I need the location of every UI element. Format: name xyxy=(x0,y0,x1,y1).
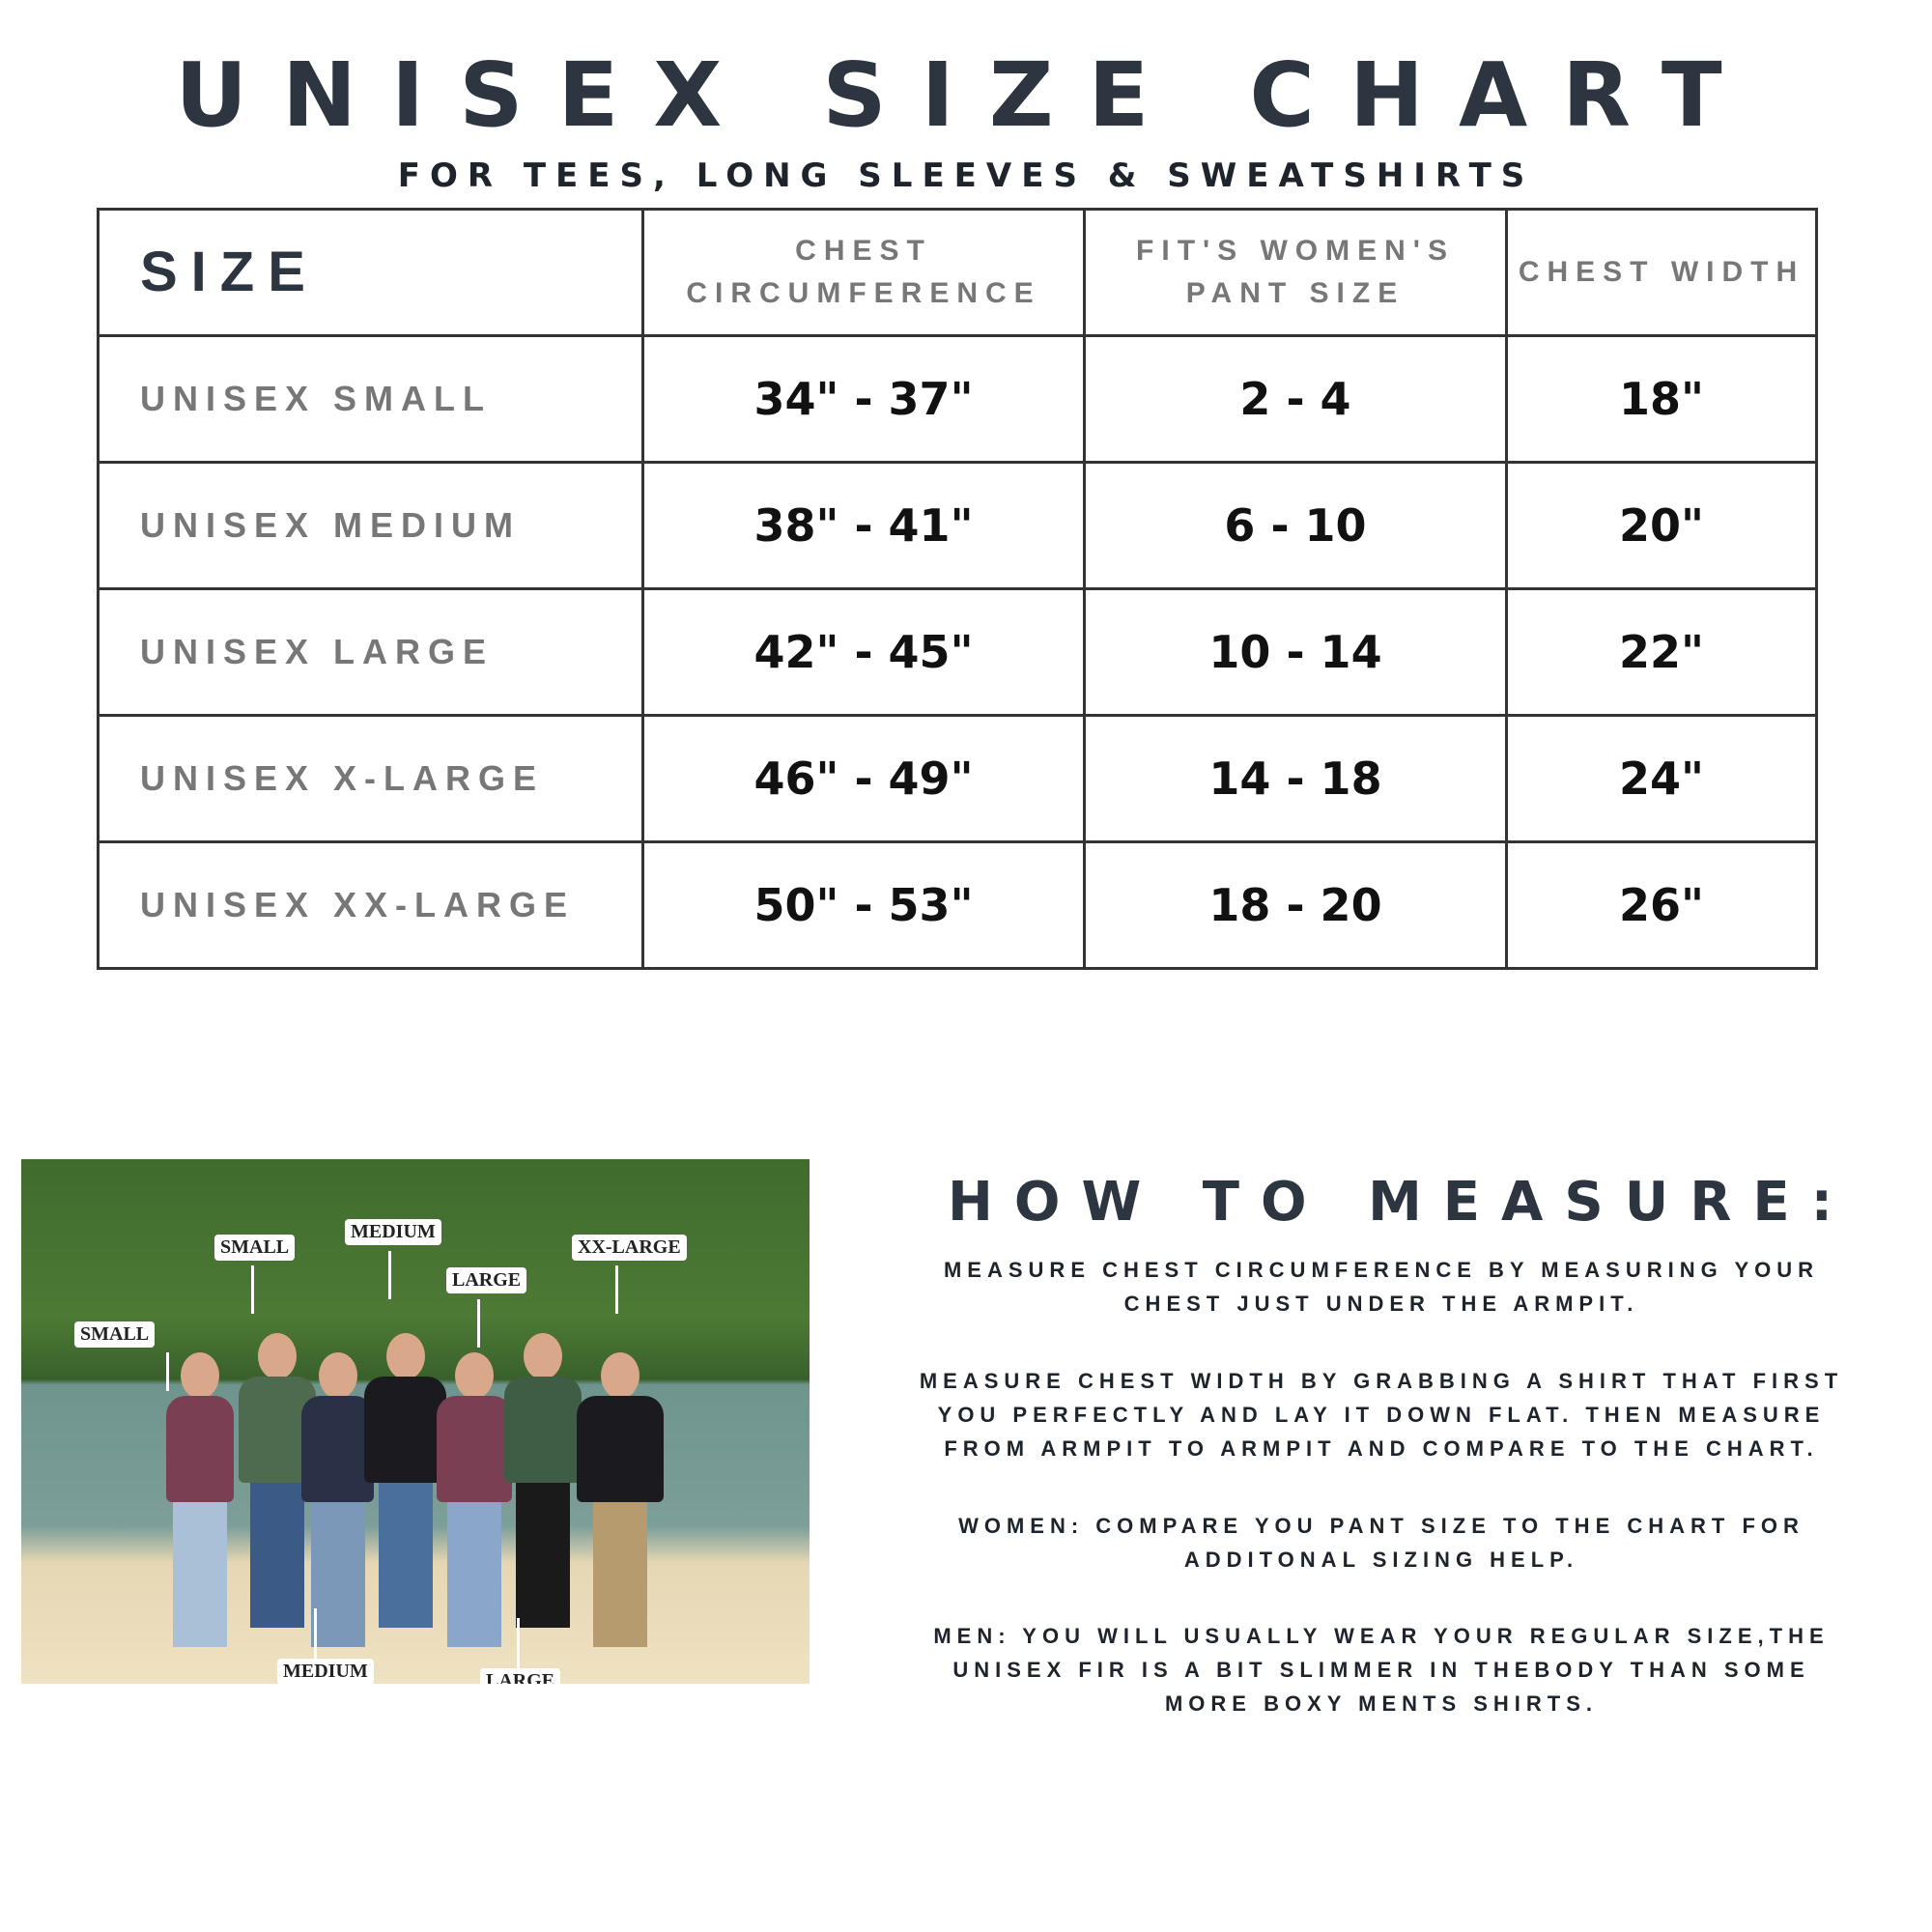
table-row: UNISEX X-LARGE 46" - 49" 14 - 18 24" xyxy=(97,714,1818,843)
pant-size: 18 - 20 xyxy=(1083,840,1508,970)
table-row: UNISEX XX-LARGE 50" - 53" 18 - 20 26" xyxy=(97,840,1818,970)
table-row: UNISEX SMALL 34" - 37" 2 - 4 18" xyxy=(97,334,1818,464)
size-label-tag: SMALL xyxy=(74,1321,156,1348)
size-label-tag: SMALL xyxy=(214,1235,296,1261)
chest-width: 18" xyxy=(1505,334,1818,464)
group-photo: SMALL SMALL MEDIUM LARGE XX-LARGE MEDIUM LARGE xyxy=(21,1159,810,1684)
arrow-icon xyxy=(314,1608,317,1662)
person-shirt xyxy=(504,1377,582,1483)
person-shirt xyxy=(166,1396,234,1502)
instruction-line: MEASURE CHEST WIDTH BY GRABBING A SHIRT … xyxy=(919,1369,1844,1393)
chest-circumference: 46" - 49" xyxy=(641,714,1086,843)
pant-size: 10 - 14 xyxy=(1083,587,1508,717)
instruction-line: YOU PERFECTLY AND LAY IT DOWN FLAT. THEN… xyxy=(937,1403,1826,1427)
person-head xyxy=(258,1333,297,1379)
person-pants xyxy=(378,1483,433,1628)
person-head xyxy=(601,1352,639,1399)
table-row: UNISEX MEDIUM 38" - 41" 6 - 10 20" xyxy=(97,461,1818,590)
person-pants xyxy=(250,1483,304,1628)
chest-circumference: 42" - 45" xyxy=(641,587,1086,717)
chest-circumference: 50" - 53" xyxy=(641,840,1086,970)
person-shirt xyxy=(301,1396,374,1502)
instruction-line: WOMEN: COMPARE YOU PANT SIZE TO THE CHAR… xyxy=(958,1514,1804,1538)
chest-width: 20" xyxy=(1505,461,1818,590)
size-label-tag: MEDIUM xyxy=(345,1219,441,1245)
person-pants xyxy=(593,1502,647,1647)
table-header-row: SIZE CHEST CIRCUMFERENCE FIT'S WOMEN'S P… xyxy=(97,208,1818,337)
size-label-tag: XX-LARGE xyxy=(572,1235,687,1261)
instruction-line: CHEST JUST UNDER THE ARMPIT. xyxy=(1123,1292,1639,1316)
instruction-line: ADDITONAL SIZING HELP. xyxy=(1183,1548,1579,1572)
person-pants xyxy=(173,1502,227,1647)
header-size: SIZE xyxy=(97,208,644,337)
person-head xyxy=(385,1333,425,1379)
header-chest-circumference: CHEST CIRCUMFERENCE xyxy=(641,208,1086,337)
person-shirt xyxy=(577,1396,664,1502)
person-head xyxy=(318,1352,357,1399)
instruction-line: MEASURE CHEST CIRCUMFERENCE BY MEASURING… xyxy=(943,1258,1820,1282)
table-row: UNISEX LARGE 42" - 45" 10 - 14 22" xyxy=(97,587,1818,717)
page-subtitle: FOR TEES, LONG SLEEVES & SWEATSHIRTS xyxy=(397,156,1535,195)
person-shirt xyxy=(364,1377,446,1483)
size-table: SIZE CHEST CIRCUMFERENCE FIT'S WOMEN'S P… xyxy=(97,208,1818,970)
chest-circumference: 34" - 37" xyxy=(641,334,1086,464)
size-label-tag: MEDIUM xyxy=(277,1659,374,1684)
arrow-icon xyxy=(477,1299,480,1348)
arrow-icon xyxy=(517,1618,520,1671)
chest-width: 22" xyxy=(1505,587,1818,717)
size-label-tag: LARGE xyxy=(480,1668,561,1684)
instruction-line: FROM ARMPIT TO ARMPIT AND COMPARE TO THE… xyxy=(944,1436,1819,1461)
size-name: UNISEX LARGE xyxy=(97,587,644,717)
pant-size: 14 - 18 xyxy=(1083,714,1508,843)
pant-size: 2 - 4 xyxy=(1083,334,1508,464)
person-pants xyxy=(310,1502,365,1647)
pant-size: 6 - 10 xyxy=(1083,461,1508,590)
person-head xyxy=(455,1352,494,1399)
page-title: UNISEX SIZE CHART xyxy=(175,43,1757,147)
arrow-icon xyxy=(166,1352,169,1391)
arrow-icon xyxy=(388,1251,391,1299)
person-pants xyxy=(447,1502,501,1647)
header-chest-width: CHEST WIDTH xyxy=(1505,208,1818,337)
arrow-icon xyxy=(615,1265,618,1314)
chest-circumference: 38" - 41" xyxy=(641,461,1086,590)
header-pant-size: FIT'S WOMEN'S PANT SIZE xyxy=(1083,208,1508,337)
instruction-line: MORE BOXY MENTS SHIRTS. xyxy=(1164,1691,1599,1716)
person-head xyxy=(181,1352,219,1399)
person-shirt xyxy=(437,1396,512,1502)
size-label-tag: LARGE xyxy=(446,1267,527,1293)
person-pants xyxy=(516,1483,570,1628)
size-name: UNISEX SMALL xyxy=(97,334,644,464)
chest-width: 26" xyxy=(1505,840,1818,970)
chest-width: 24" xyxy=(1505,714,1818,843)
size-name: UNISEX X-LARGE xyxy=(97,714,644,843)
size-name: UNISEX XX-LARGE xyxy=(97,840,644,970)
person-head xyxy=(524,1333,562,1379)
instruction-line: MEN: YOU WILL USUALLY WEAR YOUR REGULAR … xyxy=(933,1624,1830,1648)
size-name: UNISEX MEDIUM xyxy=(97,461,644,590)
instruction-line: UNISEX FIR IS A BIT SLIMMER IN THEBODY T… xyxy=(952,1658,1810,1682)
how-to-measure-heading: HOW TO MEASURE: xyxy=(948,1171,1854,1234)
arrow-icon xyxy=(251,1265,254,1314)
